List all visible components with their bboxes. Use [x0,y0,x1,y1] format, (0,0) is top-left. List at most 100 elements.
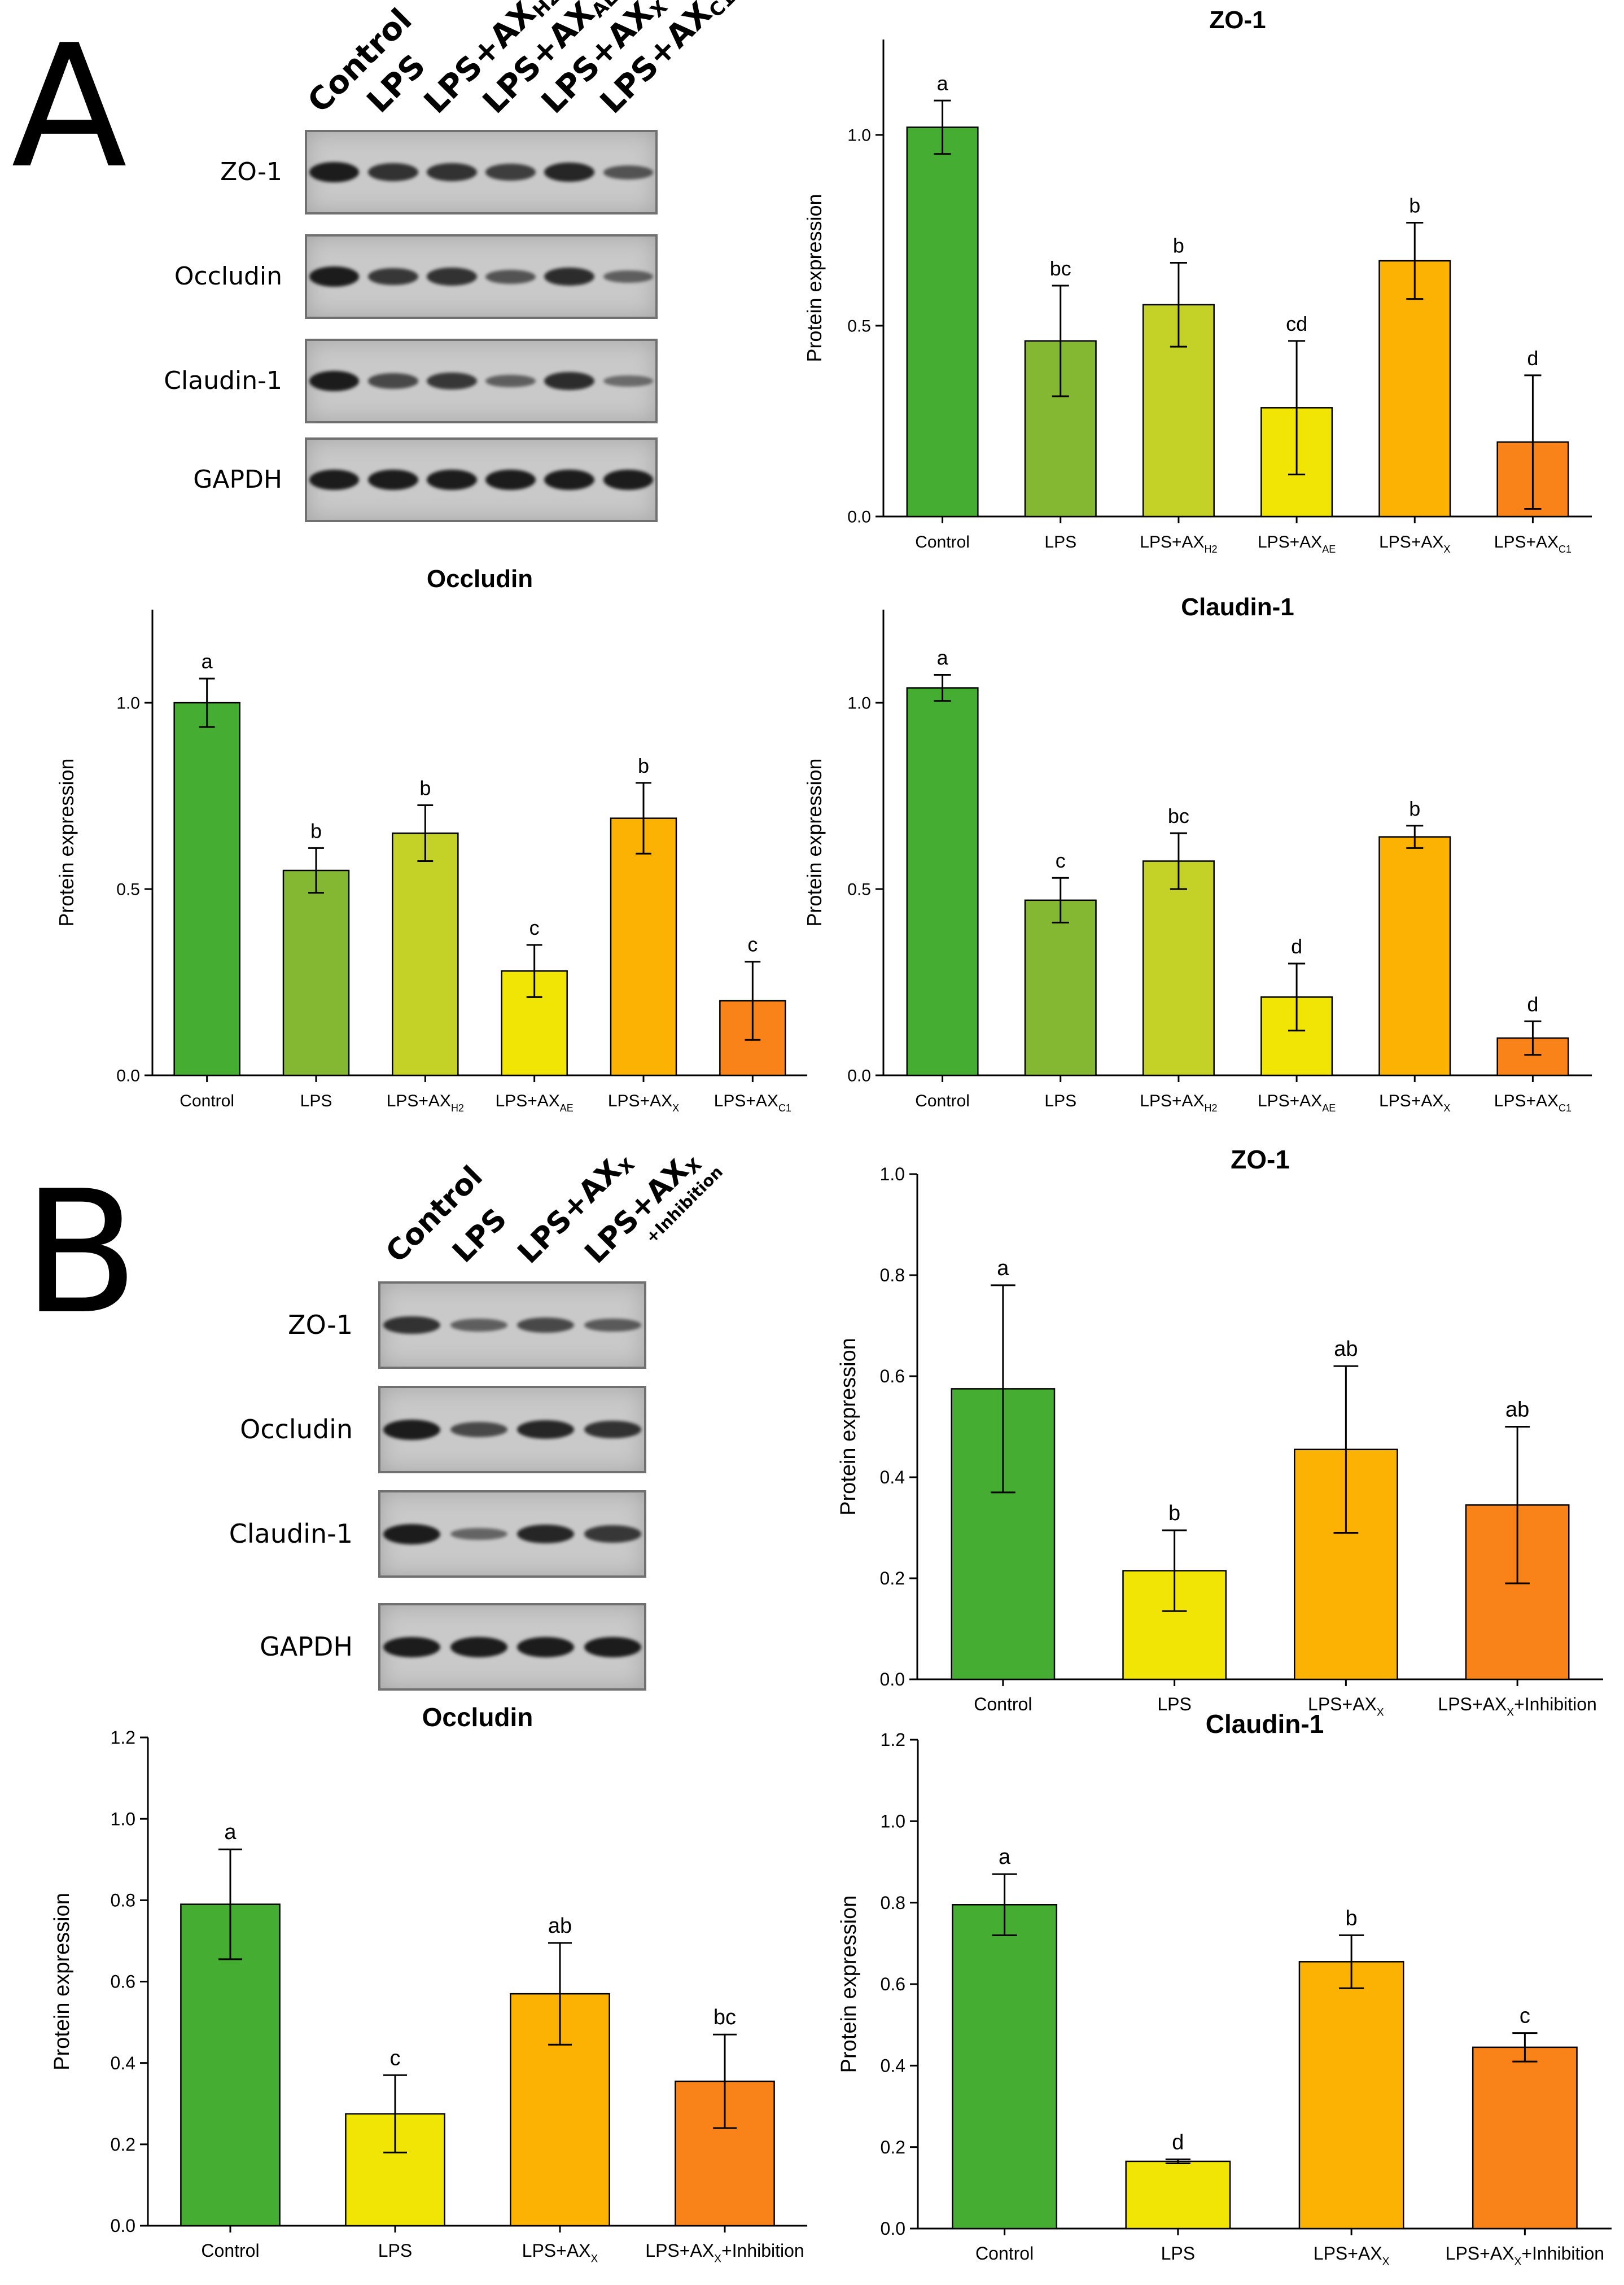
bar [1142,860,1215,1076]
y-tick-label: 1.0 [880,1164,905,1184]
bar [1024,899,1097,1076]
blot-band [485,374,536,388]
x-category-label: LPS+AXAE [496,1092,574,1114]
x-category-base: LPS [1161,2243,1195,2264]
blot-band [517,1524,575,1544]
y-axis-label: Protein expression [803,194,826,362]
significance-letter: cd [1286,312,1307,335]
x-category-label: LPS+AXX [1308,1694,1384,1719]
x-category-subscript: X [1382,2256,1390,2268]
x-category-label: Control [915,1092,970,1110]
chart-b-claudin1: 0.0 0.2 0.4 0.6 0.8 1.0 1.2 Protein expression C… [824,1699,1624,2280]
significance-letter: b [1409,194,1420,217]
y-tick-label: 0.5 [847,317,871,336]
blot-row-label: ZO-1 [220,157,282,186]
error-bar [745,961,761,1041]
y-tick-label: 0.0 [111,2216,135,2236]
x-category-base: LPS+AX [1314,2243,1382,2264]
y-tick-label: 0.4 [111,2053,135,2073]
y-axis-label: Protein expression [837,1338,860,1516]
x-category-label: LPS+AXX+Inhibition [1446,2243,1604,2268]
significance-letter: bc [1168,804,1189,828]
error-bar [1165,2158,1190,2165]
x-category-subscript: C1 [1559,544,1572,555]
blot-band [584,1318,642,1332]
x-category-base: LPS+AX [1494,1092,1559,1110]
x-category-subscript: X [1443,544,1450,555]
blot-row-label: Occludin [174,261,282,291]
chart-title: Occludin [427,565,533,593]
error-bar [1170,832,1187,890]
significance-letter: d [1527,347,1538,370]
x-category-base: LPS+AX [496,1092,560,1110]
error-bar [1512,2032,1538,2063]
significance-letter: a [997,1257,1009,1280]
bar [1125,2160,1231,2230]
error-bar [417,804,434,862]
blot-strip-gapdh [305,437,658,522]
y-tick-label: 0.6 [111,1972,135,1992]
error-bar [1288,962,1306,1032]
error-bar [1505,1426,1530,1584]
blot-band [309,371,360,391]
error-bar [199,677,215,728]
error-bar [934,674,951,702]
x-category-extra: +Inhibition [1514,1694,1597,1714]
x-category-label: LPS+AXAE [1258,1092,1336,1114]
x-category-base: Control [915,533,970,551]
x-category-base: LPS [378,2240,412,2261]
y-tick-label: 0.0 [847,508,871,527]
x-category-subscript: H2 [1205,1102,1218,1114]
bar [1378,836,1451,1076]
error-bar [1162,1529,1187,1612]
x-category-subscript: X [714,2253,721,2265]
x-category-base: Control [975,2243,1034,2264]
x-category-base: LPS+AX [522,2240,591,2261]
x-category-base: LPS+AX [1140,533,1204,551]
error-bar [1333,1365,1359,1534]
blot-band [367,268,418,286]
error-bar [1170,261,1187,348]
error-bar [992,1873,1017,1936]
significance-letter: ab [548,1914,572,1938]
x-category-base: LPS+AX [1446,2243,1514,2264]
y-tick-label: 0.0 [847,1067,871,1085]
x-category-label: LPS+AXC1 [714,1092,791,1114]
error-bar [636,782,651,855]
error-bar [1339,1934,1364,1989]
error-bar [308,847,324,894]
y-tick-label: 1.0 [116,694,140,713]
blot-band [383,1316,440,1334]
x-category-label: Control [915,533,970,551]
blot-band [383,1419,440,1440]
x-category-subscript: X [1377,1707,1384,1719]
x-category-base: LPS+AX [608,1092,672,1110]
blot-band [450,1636,507,1657]
significance-letter: b [1346,1906,1358,1930]
error-bar [526,944,542,998]
y-tick-label: 0.0 [881,2218,905,2239]
x-category-subscript: C1 [1559,1102,1572,1114]
chart-b-occludin: 0.0 0.2 0.4 0.6 0.8 1.0 1.2 Protein expression O… [0,1699,824,2280]
bar [610,817,677,1076]
blot-band [584,1525,642,1543]
x-category-base: Control [915,1092,970,1110]
x-category-subscript: H2 [1205,544,1218,555]
blot-band [584,1420,642,1439]
x-category-label: Control [975,2243,1034,2264]
x-category-base: LPS [300,1092,332,1110]
x-category-label: Control [180,1092,234,1110]
y-tick-label: 0.6 [880,1366,905,1386]
significance-letter: b [638,754,649,777]
error-bar [1052,284,1069,397]
blot-band [367,373,418,389]
blot-band [603,165,654,180]
error-bar [1524,374,1542,510]
blot-band [603,375,654,387]
blot-row-label: GAPDH [193,465,282,494]
significance-letter: b [419,777,431,800]
significance-letter: ab [1334,1337,1358,1361]
chart-b-zo1: 0.0 0.2 0.4 0.6 0.8 1.0 Protein expression ZO-1… [813,1145,1624,1719]
x-category-base: Control [974,1694,1032,1714]
blot-band [485,269,536,284]
